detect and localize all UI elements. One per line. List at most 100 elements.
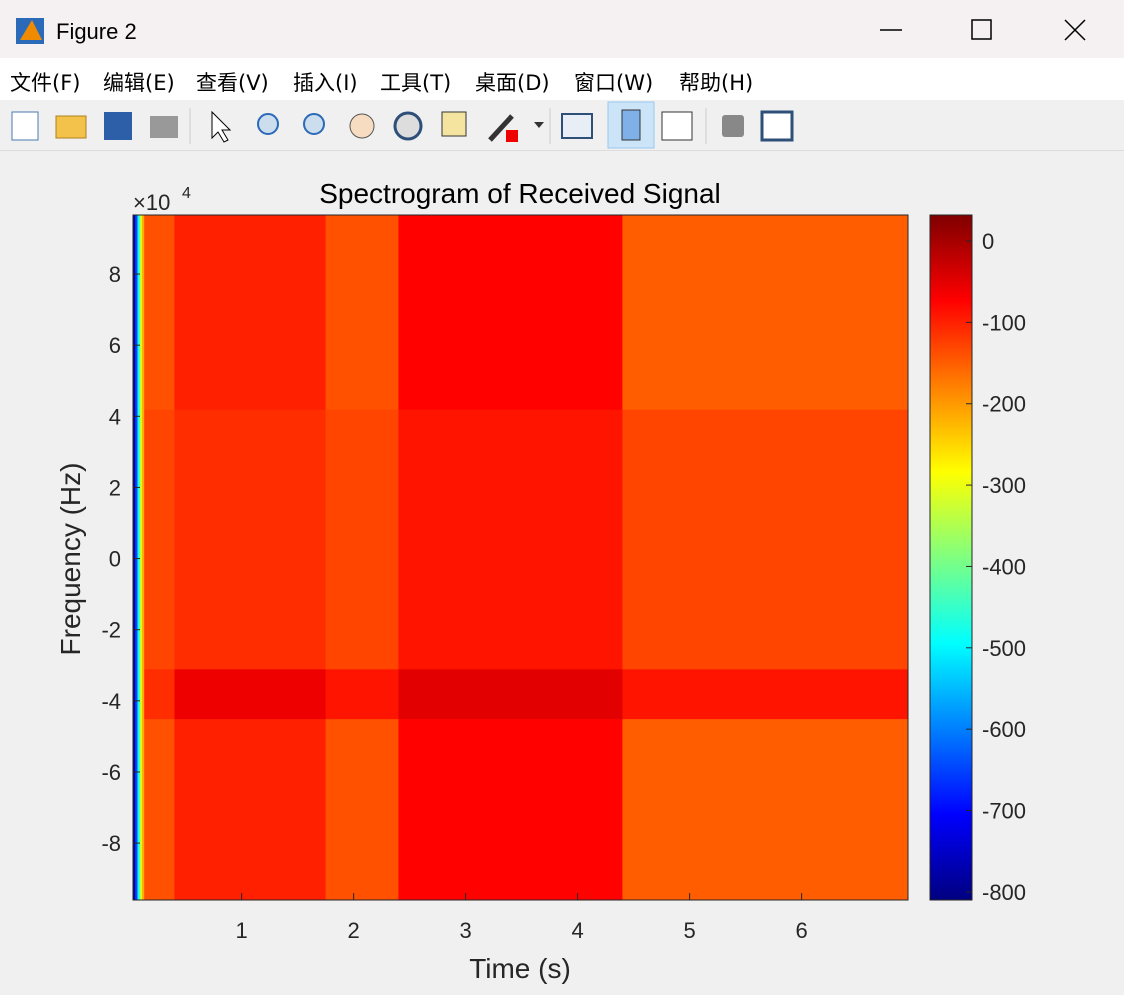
heatmap-cell [139, 668, 143, 720]
colorbar-tick-label: 0 [982, 229, 994, 254]
dropdown[interactable] [534, 122, 544, 128]
heatmap-cell [137, 409, 141, 670]
heatmap-cell [144, 409, 175, 670]
maximize[interactable] [971, 19, 992, 40]
y-tick-label: -2 [101, 618, 121, 643]
menu-item[interactable]: 编辑(E) [103, 71, 175, 95]
datatip-icon[interactable] [441, 111, 467, 137]
menu-item[interactable]: 插入(I) [293, 71, 358, 95]
print-icon[interactable] [150, 116, 178, 138]
heatmap-cell [325, 718, 399, 901]
x-tick-label: 2 [348, 918, 360, 943]
colorbar-tick-label: -700 [982, 799, 1026, 824]
heatmap-cell [174, 668, 327, 720]
menu-item[interactable]: 查看(V) [196, 71, 269, 95]
heatmap-cell [622, 718, 909, 901]
colorbar-tick-label: -500 [982, 636, 1026, 661]
x-tick-label: 5 [683, 918, 695, 943]
link-icon[interactable] [561, 113, 593, 139]
heatmap-cell [135, 668, 138, 720]
colorbar-tick-label: -600 [982, 717, 1026, 742]
chart-title: Spectrogram of Received Signal [319, 178, 721, 209]
rotate-icon[interactable] [393, 111, 423, 141]
menu-item[interactable]: 桌面(D) [475, 71, 550, 95]
y-tick-label: -6 [101, 760, 121, 785]
colorbar [929, 214, 973, 901]
x-tick-label: 3 [459, 918, 471, 943]
heatmap-cell [139, 215, 143, 410]
new-icon[interactable] [11, 111, 39, 141]
heatmap-cell [135, 409, 138, 670]
heatmap-cell [141, 668, 145, 720]
heatmap-cell [135, 718, 138, 901]
zoom-out-icon[interactable] [303, 113, 325, 135]
heatmap-cell [174, 215, 327, 410]
dock-icon[interactable] [760, 110, 794, 142]
app-icon-shape [20, 20, 42, 40]
colorbar-tick-label: -200 [982, 392, 1026, 417]
y-tick-label: 0 [109, 547, 121, 572]
heatmap-cell [133, 718, 136, 901]
colorbar-tick-label: -100 [982, 310, 1026, 335]
heatmap-cell [622, 409, 909, 670]
toolbar-icons [11, 101, 794, 149]
toolbar [0, 100, 1124, 151]
heatmap-cell [622, 668, 909, 720]
title-icons: Figure 2 [16, 18, 1086, 44]
brush-icon[interactable] [488, 114, 514, 142]
plot-frame [132, 214, 909, 901]
heatmap-cell [139, 718, 143, 901]
y-tick-label: -4 [101, 689, 121, 714]
colorbar-tick-label: -300 [982, 473, 1026, 498]
colorbar-icon [621, 109, 641, 141]
heatmap-cell [325, 409, 399, 670]
y-tick-label: 2 [109, 475, 121, 500]
menu-bar: 文件(F) 编辑(E) 查看(V) 插入(I) 工具(T) 桌面(D) 窗口(W) 帮助(H) [0, 58, 1124, 100]
heatmap-cell [144, 668, 175, 720]
y-tick-label: 6 [109, 333, 121, 358]
close[interactable] [1064, 19, 1086, 41]
legend-icon[interactable] [661, 111, 693, 141]
heatmap-cell [174, 409, 327, 670]
heatmap-cell [325, 668, 399, 720]
window-title: Figure 2 [56, 19, 137, 44]
heatmap-cell [137, 668, 141, 720]
pointer-icon[interactable] [211, 110, 232, 143]
y-tick-label: -8 [101, 831, 121, 856]
heatmap-cell [133, 668, 136, 720]
save-icon[interactable] [104, 112, 132, 140]
heatmap-cell [144, 718, 175, 901]
heatmap-cell [144, 215, 175, 410]
open-icon[interactable] [55, 115, 87, 139]
heatmap-cell [398, 668, 623, 720]
x-tick-label: 1 [236, 918, 248, 943]
heatmap-cell [139, 409, 143, 670]
y-tick-label: 8 [109, 262, 121, 287]
hide-tools-icon[interactable] [722, 115, 744, 137]
heatmap-cell [133, 215, 136, 410]
menu-item[interactable]: 帮助(H) [679, 71, 754, 95]
heatmap-cell [141, 718, 145, 901]
zoom-in-icon[interactable] [257, 113, 279, 135]
chart: 1 2 3 4 5 6 -8 -6 -4 -2 0 2 4 6 8 Spectrogram of Receiv… [55, 178, 1026, 984]
heatmap-cell [398, 409, 623, 670]
menu-item[interactable]: 工具(T) [380, 71, 452, 95]
colorbar-tick-label: -800 [982, 880, 1026, 905]
heatmap-cell [398, 215, 623, 410]
heatmap-cell [137, 215, 141, 410]
pan-icon[interactable] [349, 113, 375, 139]
y-exponent-power: 4 [182, 185, 191, 202]
heatmap-cell [141, 409, 145, 670]
heatmap-cell [133, 409, 136, 670]
heatmap-cell [141, 215, 145, 410]
y-tick-label: 4 [109, 404, 121, 429]
heatmap-cell [398, 718, 623, 901]
heatmap-cell [135, 215, 138, 410]
heatmap-cell [622, 215, 909, 410]
heatmap-cell [137, 718, 141, 901]
colorbar-tick-label: -400 [982, 554, 1026, 579]
brush-color [506, 130, 518, 142]
menu-item[interactable]: 窗口(W) [574, 71, 654, 95]
menu-item[interactable]: 文件(F) [10, 71, 81, 95]
